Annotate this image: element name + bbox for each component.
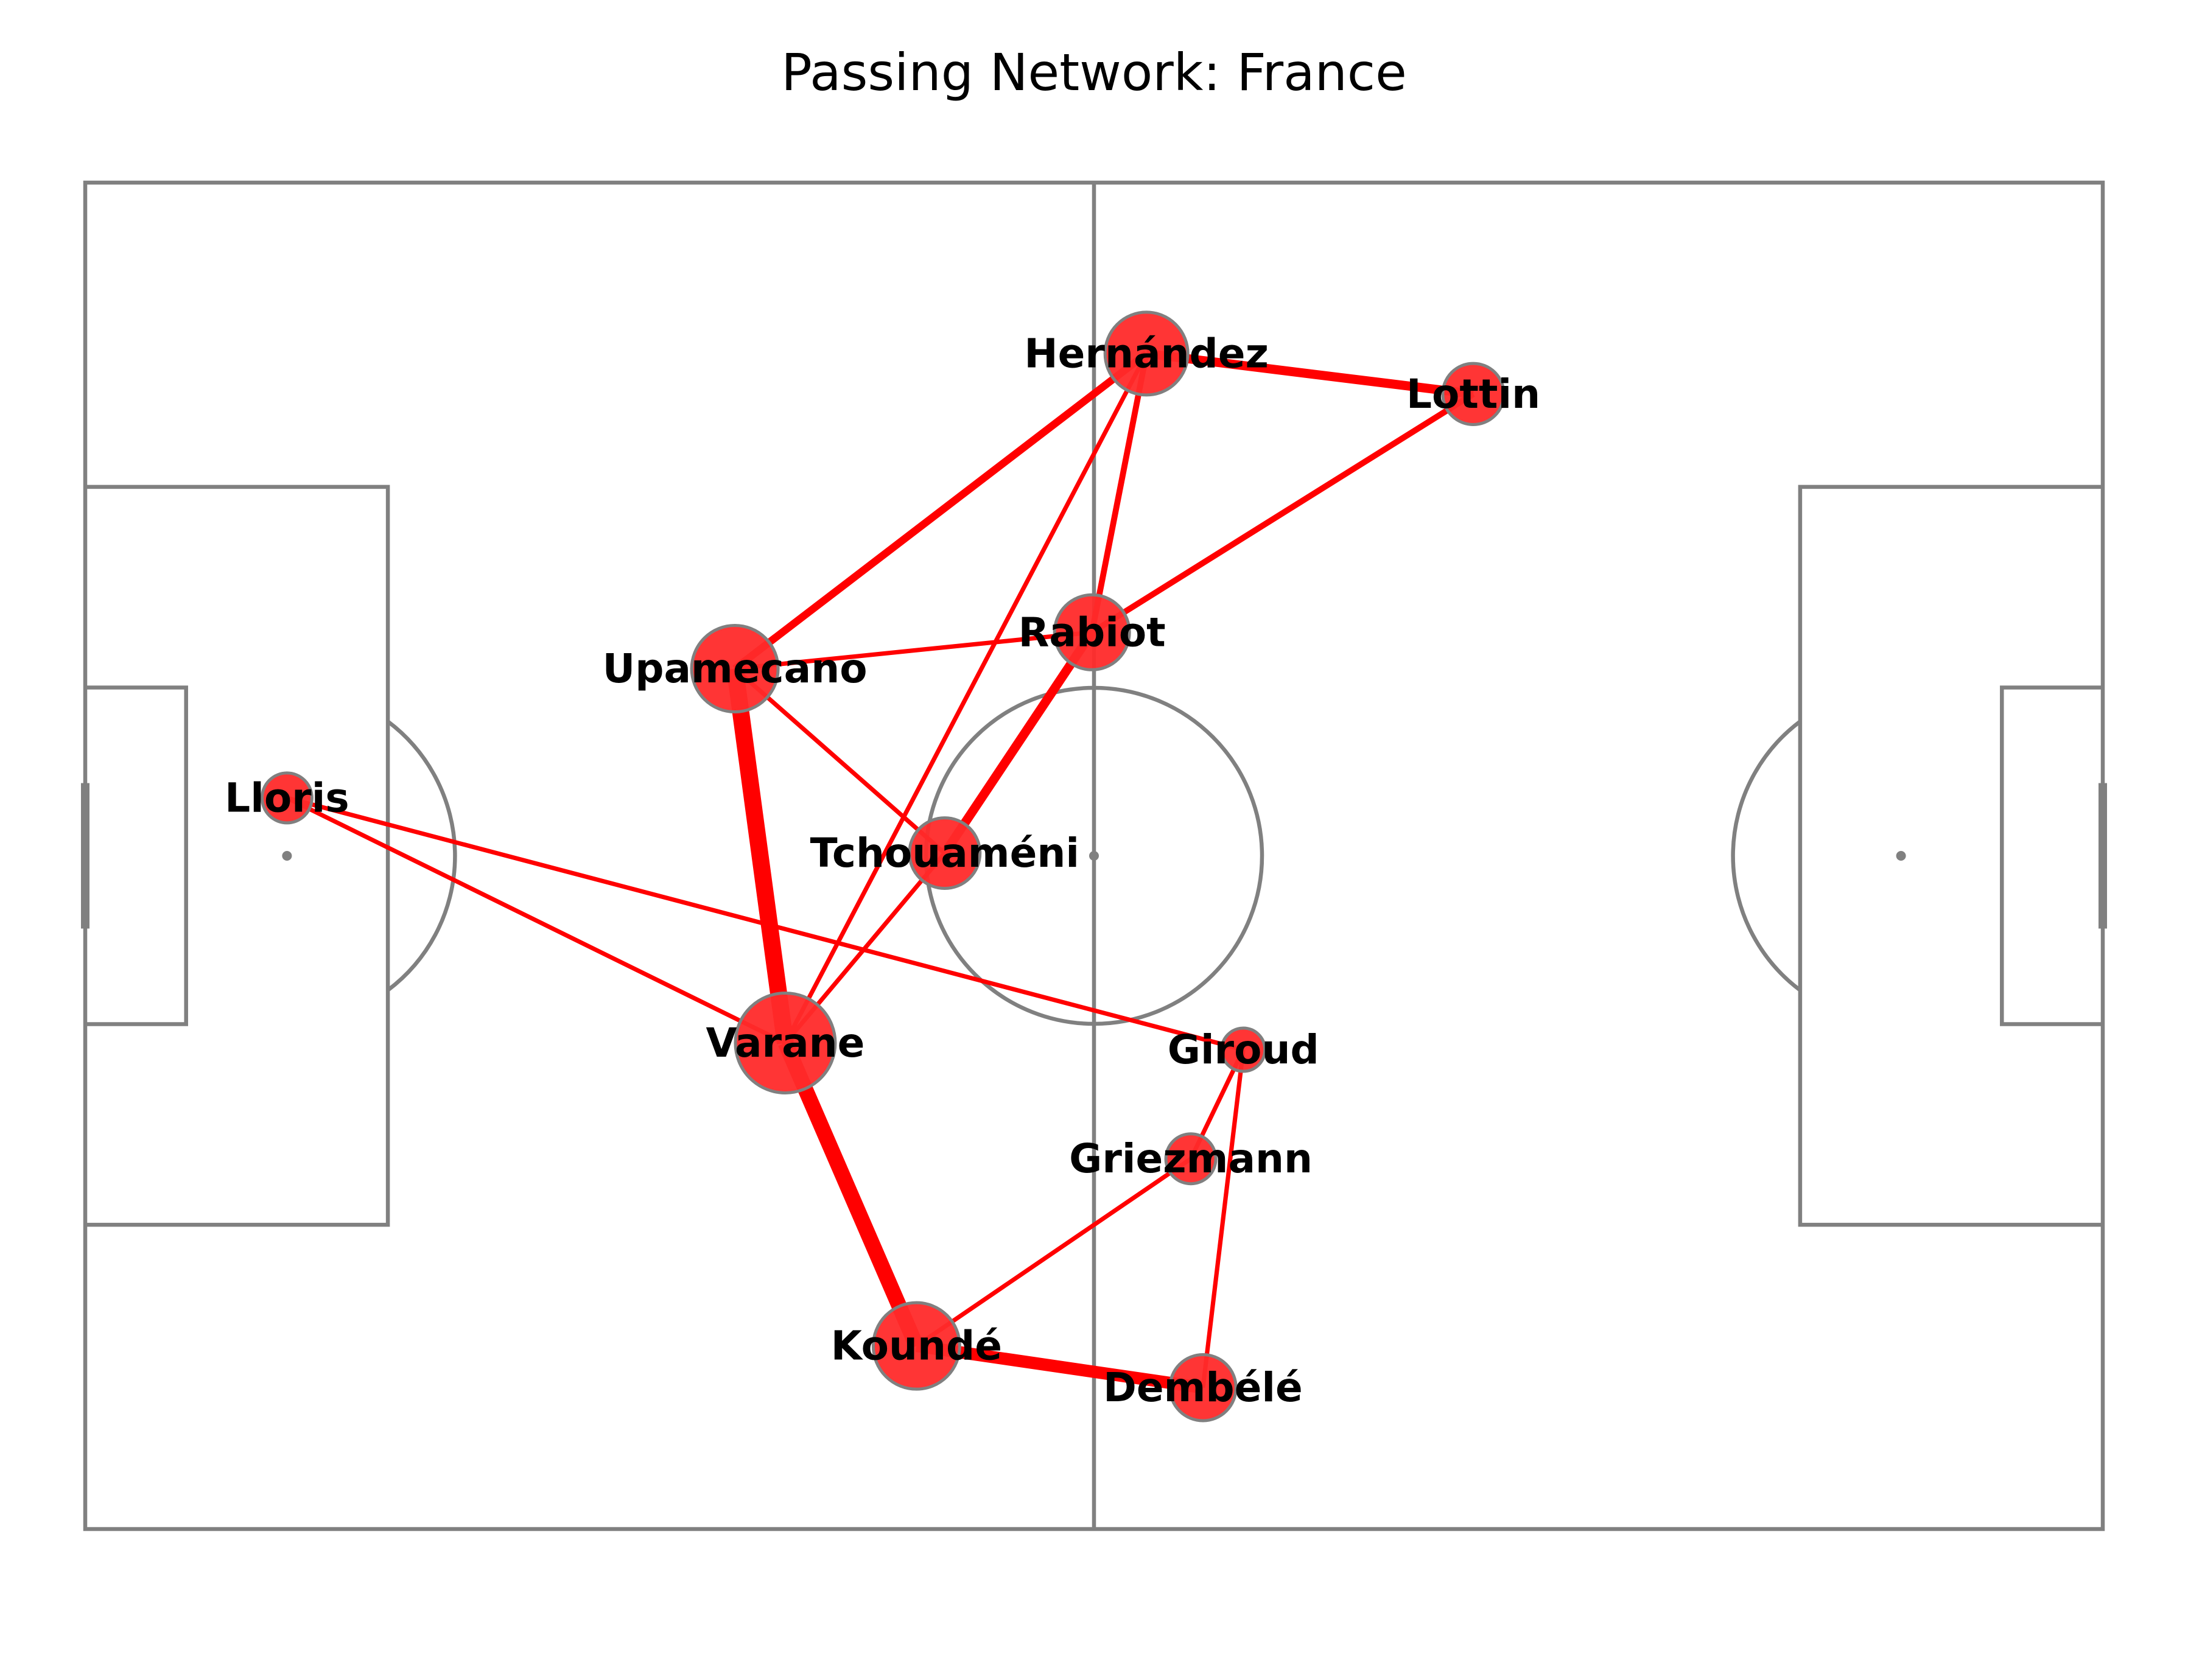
- player-node-varane: [734, 991, 837, 1094]
- pass-edge-giroud-dembele: [1201, 1049, 1246, 1388]
- left-six-yard-box: [85, 685, 188, 1026]
- pass-edge-upamecano-hernandez: [732, 351, 1149, 672]
- football-pitch: [81, 180, 2107, 1531]
- pass-edge-varane-hernandez: [783, 352, 1149, 1045]
- pass-edge-kounde-dembele: [915, 1340, 1204, 1394]
- player-node-lloris: [260, 771, 314, 825]
- player-label-giroud: Giroud: [1168, 1026, 1319, 1073]
- player-node-dembele: [1168, 1353, 1238, 1423]
- figure-title: Passing Network: France: [781, 43, 1407, 102]
- pass-edge-lloris-giroud: [286, 796, 1244, 1052]
- player-node-hernandez: [1103, 310, 1190, 397]
- left-penalty-area: [85, 485, 390, 1227]
- pass-edge-upamecano-varane: [726, 667, 794, 1045]
- player-label-dembele: Dembélé: [1103, 1364, 1303, 1411]
- player-node-giroud: [1220, 1026, 1267, 1073]
- left-penalty-spot: [282, 851, 292, 861]
- pass-edge-upamecano-rabiot: [734, 630, 1093, 671]
- pass-edge-rabiot-hernandez: [1089, 352, 1149, 633]
- pass-edges: [286, 349, 1475, 1394]
- player-label-varane: Varane: [706, 1020, 865, 1066]
- player-node-lottin: [1441, 362, 1506, 426]
- right-six-yard-box: [2000, 685, 2103, 1026]
- player-label-rabiot: Rabiot: [1019, 609, 1166, 656]
- player-label-lloris: Lloris: [225, 774, 349, 821]
- player-label-tchouameni: Tchouaméni: [810, 830, 1079, 877]
- right-penalty-spot: [1896, 851, 1906, 861]
- left-penalty-arc: [387, 719, 457, 992]
- player-label-hernandez: Hernández: [1024, 330, 1268, 377]
- pass-edge-tchouameni-rabiot: [941, 629, 1096, 856]
- right-penalty-arc: [1731, 719, 1801, 992]
- pass-edge-hernandez-lottin: [1146, 349, 1474, 399]
- player-node-tchouameni: [908, 816, 982, 891]
- player-node-upamecano: [690, 624, 780, 714]
- pass-edge-upamecano-tchouameni: [733, 667, 947, 855]
- player-node-griezmann: [1164, 1132, 1218, 1186]
- player-label-griezmann: Griezmann: [1069, 1135, 1313, 1182]
- pass-edge-griezmann-kounde: [915, 1157, 1193, 1348]
- player-nodes: [260, 310, 1506, 1423]
- player-label-lottin: Lottin: [1406, 371, 1540, 418]
- player-label-upamecano: Upamecano: [603, 645, 868, 692]
- player-label-kounde: Koundé: [831, 1323, 1002, 1370]
- player-node-rabiot: [1053, 593, 1131, 671]
- pass-edge-lloris-varane: [286, 796, 787, 1045]
- player-labels: Lloris Upamecano Varane Tchouaméni Rabiot Her…: [225, 330, 1540, 1411]
- centre-spot: [1089, 851, 1099, 861]
- pass-edge-rabiot-lottin: [1090, 391, 1475, 635]
- right-penalty-area: [1798, 485, 2103, 1227]
- player-node-kounde: [871, 1301, 961, 1391]
- pass-edge-varane-kounde: [778, 1040, 924, 1349]
